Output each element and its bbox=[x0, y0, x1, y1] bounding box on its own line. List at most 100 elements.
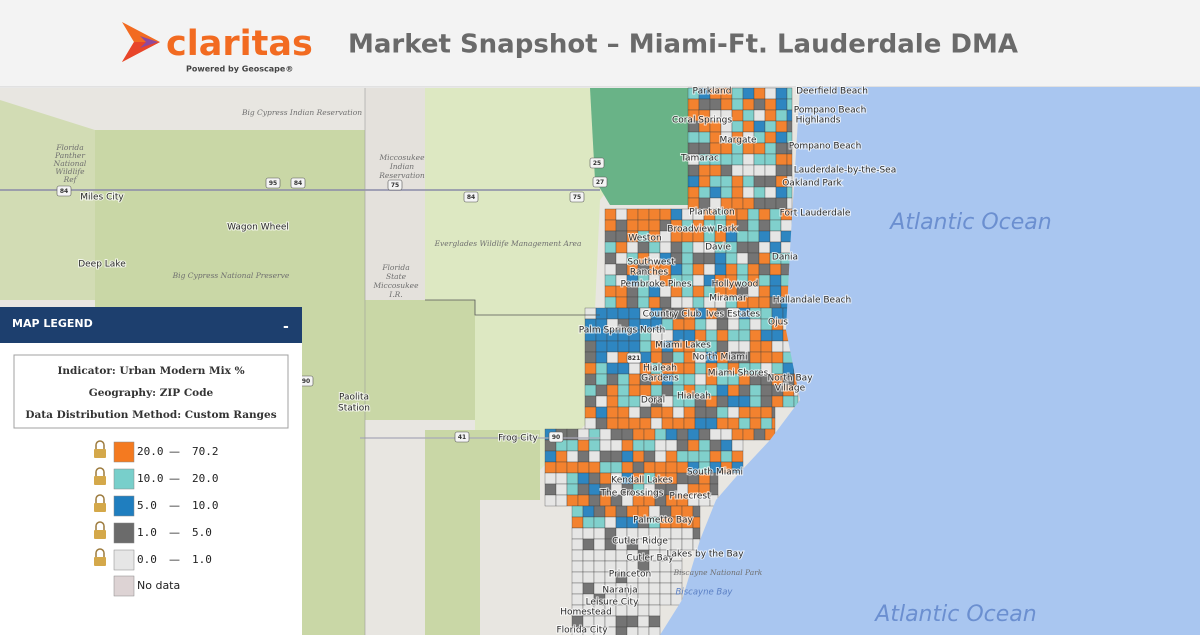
zip-area bbox=[643, 461, 656, 474]
zip-area bbox=[632, 461, 645, 474]
map-label: Pembroke Pines bbox=[620, 280, 691, 290]
zip-area bbox=[571, 549, 584, 562]
zip-area bbox=[606, 307, 619, 320]
zip-area bbox=[738, 395, 751, 408]
zip-area bbox=[709, 450, 722, 463]
zip-area bbox=[703, 252, 716, 265]
zip-area bbox=[786, 197, 793, 210]
header-bar bbox=[0, 0, 1200, 87]
zip-area bbox=[650, 351, 663, 364]
zip-area bbox=[692, 296, 705, 309]
zip-area bbox=[681, 252, 694, 265]
zip-area bbox=[632, 450, 645, 463]
zip-area bbox=[687, 428, 700, 441]
map-label: Gardens bbox=[641, 374, 679, 384]
zip-area bbox=[544, 483, 557, 496]
map-label: North Miami bbox=[692, 353, 747, 363]
zip-area bbox=[661, 384, 674, 397]
zip-area bbox=[775, 131, 788, 144]
legend-info-box bbox=[13, 354, 289, 429]
zip-area bbox=[628, 373, 641, 386]
zip-area bbox=[582, 560, 595, 573]
zip-area bbox=[584, 406, 597, 419]
zip-area bbox=[599, 461, 612, 474]
zip-area bbox=[648, 219, 661, 232]
map-label: Biscayne Bay bbox=[676, 588, 734, 598]
zip-area bbox=[632, 428, 645, 441]
zip-area bbox=[577, 494, 590, 507]
zip-area bbox=[786, 120, 793, 133]
zip-area bbox=[771, 395, 784, 408]
zip-area bbox=[738, 329, 751, 342]
zip-area bbox=[731, 439, 744, 452]
zip-area bbox=[681, 263, 694, 276]
map-label: Tamarac bbox=[680, 154, 719, 164]
zip-area bbox=[771, 351, 784, 364]
lock-icon[interactable] bbox=[94, 521, 106, 539]
zip-area bbox=[705, 417, 718, 430]
zip-area bbox=[771, 406, 776, 419]
zip-area bbox=[742, 175, 755, 188]
zip-area bbox=[705, 318, 718, 331]
zip-area bbox=[769, 274, 782, 287]
zip-area bbox=[604, 285, 617, 298]
zip-area bbox=[764, 131, 777, 144]
lock-icon[interactable] bbox=[94, 494, 106, 512]
road-shield-label: 90 bbox=[552, 434, 560, 441]
zip-area bbox=[775, 87, 788, 100]
zip-area bbox=[687, 439, 700, 452]
range-to: 10.0 bbox=[192, 499, 219, 512]
zip-area bbox=[709, 428, 722, 441]
zip-area bbox=[738, 340, 751, 353]
legend-toggle[interactable]: - bbox=[283, 319, 289, 335]
zip-area bbox=[753, 164, 766, 177]
map-label: Village bbox=[775, 384, 806, 394]
zip-area bbox=[747, 263, 760, 276]
lock-icon[interactable] bbox=[94, 467, 106, 485]
zip-area bbox=[716, 318, 729, 331]
zip-area bbox=[760, 329, 773, 342]
zip-area bbox=[753, 87, 766, 100]
zip-area bbox=[584, 362, 597, 375]
zip-area bbox=[661, 406, 674, 419]
zip-area bbox=[769, 230, 782, 243]
zip-area bbox=[626, 615, 639, 628]
zip-area bbox=[771, 329, 784, 342]
map-label: The Crossings bbox=[600, 489, 664, 499]
map-label: Biscayne National Park bbox=[673, 568, 763, 577]
zip-area bbox=[692, 252, 705, 265]
lock-icon[interactable] bbox=[94, 440, 106, 458]
zip-area bbox=[736, 219, 749, 232]
zip-area bbox=[544, 450, 557, 463]
zip-area bbox=[692, 516, 701, 529]
map-label: Florida City bbox=[556, 626, 608, 635]
zip-area bbox=[588, 439, 601, 452]
zip-area bbox=[566, 494, 579, 507]
zip-area bbox=[749, 395, 762, 408]
zip-area bbox=[747, 219, 760, 232]
zip-area bbox=[738, 384, 751, 397]
map-label: Pompano Beach bbox=[794, 106, 867, 116]
map-label: Lakes by the Bay bbox=[666, 550, 744, 560]
zip-area bbox=[606, 395, 619, 408]
map-label: Miami Shores bbox=[708, 369, 769, 379]
map-label: Ref bbox=[63, 175, 78, 184]
range-from: 20.0 bbox=[137, 445, 164, 458]
zip-area bbox=[654, 461, 667, 474]
zip-area bbox=[604, 219, 617, 232]
zip-area bbox=[758, 296, 771, 309]
ocean bbox=[660, 87, 1200, 635]
county-line bbox=[425, 299, 600, 316]
zip-area bbox=[637, 296, 650, 309]
wildlife-area bbox=[425, 88, 690, 470]
zip-area bbox=[760, 340, 773, 353]
zip-area bbox=[716, 417, 729, 430]
zip-area bbox=[566, 461, 579, 474]
zip-area bbox=[604, 505, 617, 518]
zip-area bbox=[720, 186, 733, 199]
range-from: 1.0 bbox=[137, 526, 157, 539]
road-shield bbox=[56, 185, 72, 197]
lock-icon[interactable] bbox=[94, 548, 106, 566]
